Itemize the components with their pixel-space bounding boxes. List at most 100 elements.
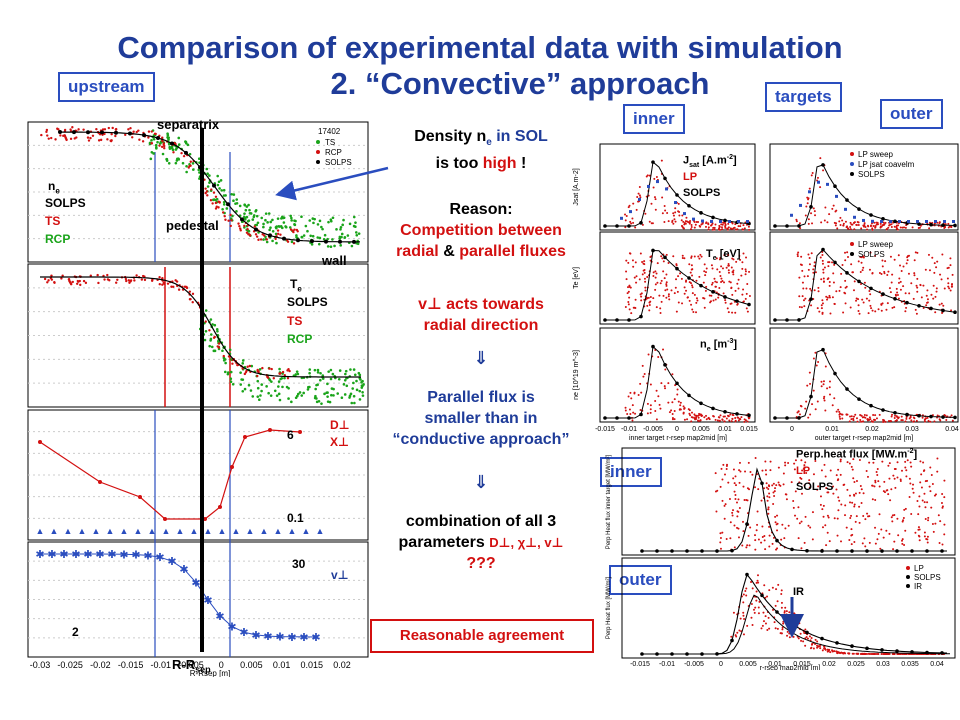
lp-point bbox=[896, 652, 899, 655]
heat-x-tick: 0.04 bbox=[930, 661, 944, 668]
rcp-point bbox=[284, 225, 288, 229]
lp-point bbox=[628, 284, 631, 287]
lp-point bbox=[632, 221, 635, 224]
lp-point bbox=[874, 254, 877, 257]
lp-point bbox=[861, 420, 864, 423]
lp-point bbox=[755, 590, 758, 593]
ts-point bbox=[255, 235, 259, 238]
lp-point bbox=[946, 267, 949, 270]
ts-point bbox=[182, 154, 186, 158]
legend-marker bbox=[850, 172, 854, 176]
lp-point bbox=[690, 228, 693, 231]
lp-point bbox=[765, 486, 768, 489]
legend-entry: SOLPS bbox=[858, 170, 885, 179]
lp-point bbox=[900, 539, 903, 542]
lp-point bbox=[807, 218, 810, 221]
jsat-coavelm-point bbox=[692, 217, 695, 221]
ts-point bbox=[174, 279, 177, 282]
solps-point bbox=[869, 403, 873, 408]
lp-point bbox=[739, 258, 742, 261]
lp-point bbox=[850, 514, 853, 517]
lp-point bbox=[718, 416, 721, 419]
ts-point bbox=[214, 201, 218, 205]
rcp-point bbox=[258, 368, 262, 371]
lp-point bbox=[695, 301, 698, 304]
lp-point bbox=[663, 204, 666, 207]
lp-point bbox=[627, 303, 630, 306]
lp-point bbox=[626, 413, 629, 416]
lp-point bbox=[734, 311, 737, 314]
lp-point bbox=[851, 468, 854, 471]
solps-point bbox=[723, 409, 727, 414]
lp-point bbox=[860, 282, 863, 285]
lp-point bbox=[710, 224, 713, 227]
lp-point bbox=[714, 298, 717, 301]
ts-point bbox=[166, 282, 170, 285]
lp-point bbox=[893, 514, 896, 517]
rcp-point bbox=[256, 221, 260, 225]
lp-point bbox=[920, 296, 923, 299]
lp-point bbox=[734, 420, 737, 423]
lp-point bbox=[688, 299, 691, 302]
lp-point bbox=[748, 294, 751, 297]
lp-point bbox=[844, 514, 847, 517]
lp-point bbox=[767, 506, 770, 509]
v-perp-marker: ✱ bbox=[179, 564, 188, 576]
ts-point bbox=[281, 370, 285, 374]
lp-point bbox=[876, 474, 879, 477]
lp-point bbox=[627, 261, 630, 264]
lp-point bbox=[887, 464, 890, 467]
ts-point bbox=[45, 128, 49, 132]
rcp-point bbox=[306, 388, 310, 391]
lp-point bbox=[798, 522, 801, 525]
lp-point bbox=[790, 481, 793, 484]
lp-point bbox=[690, 224, 693, 227]
rcp-point bbox=[321, 227, 324, 231]
rcp-point bbox=[278, 398, 282, 402]
lp-point bbox=[693, 220, 696, 223]
lp-point bbox=[667, 262, 670, 265]
lp-point bbox=[693, 226, 696, 229]
lp-point bbox=[690, 264, 693, 267]
lp-point bbox=[663, 277, 666, 280]
outer-x-tick: 0 bbox=[790, 426, 794, 433]
lp-point bbox=[837, 468, 840, 471]
solps-point bbox=[603, 318, 607, 322]
rcp-point bbox=[277, 385, 280, 388]
lp-point bbox=[949, 289, 952, 292]
rcp-point bbox=[339, 225, 343, 229]
lp-point bbox=[731, 311, 734, 314]
lp-point bbox=[808, 263, 811, 266]
lp-point bbox=[803, 275, 806, 278]
rcp-point bbox=[308, 368, 312, 371]
solps-point bbox=[785, 416, 789, 420]
lp-point bbox=[812, 647, 815, 650]
lp-point bbox=[673, 418, 676, 421]
lp-point bbox=[806, 275, 809, 278]
lp-point bbox=[817, 645, 820, 648]
rcp-point bbox=[241, 362, 245, 365]
lp-point bbox=[775, 484, 778, 487]
lp-point bbox=[854, 520, 857, 523]
reasonable-agreement-box: Reasonable agreement bbox=[370, 619, 594, 653]
lp-point bbox=[737, 287, 740, 290]
lp-point bbox=[865, 414, 868, 417]
solps-point bbox=[198, 165, 202, 170]
lp-point bbox=[835, 650, 838, 653]
lp-point bbox=[720, 281, 723, 284]
solps-point bbox=[917, 303, 921, 308]
rcp-point bbox=[209, 333, 213, 336]
heat-x-tick: 0.03 bbox=[876, 661, 890, 668]
lp-point bbox=[897, 534, 900, 537]
lp-point bbox=[697, 414, 700, 417]
ts-point bbox=[200, 175, 204, 179]
lp-point bbox=[758, 600, 761, 603]
lp-point bbox=[776, 514, 779, 517]
lp-point bbox=[634, 298, 637, 301]
lp-point bbox=[823, 219, 826, 222]
jsat-solps-label: SOLPS bbox=[683, 187, 721, 199]
y-axis-label: Jsat [A.m-2] bbox=[573, 168, 580, 205]
lp-point bbox=[838, 415, 841, 418]
lp-point bbox=[910, 465, 913, 468]
